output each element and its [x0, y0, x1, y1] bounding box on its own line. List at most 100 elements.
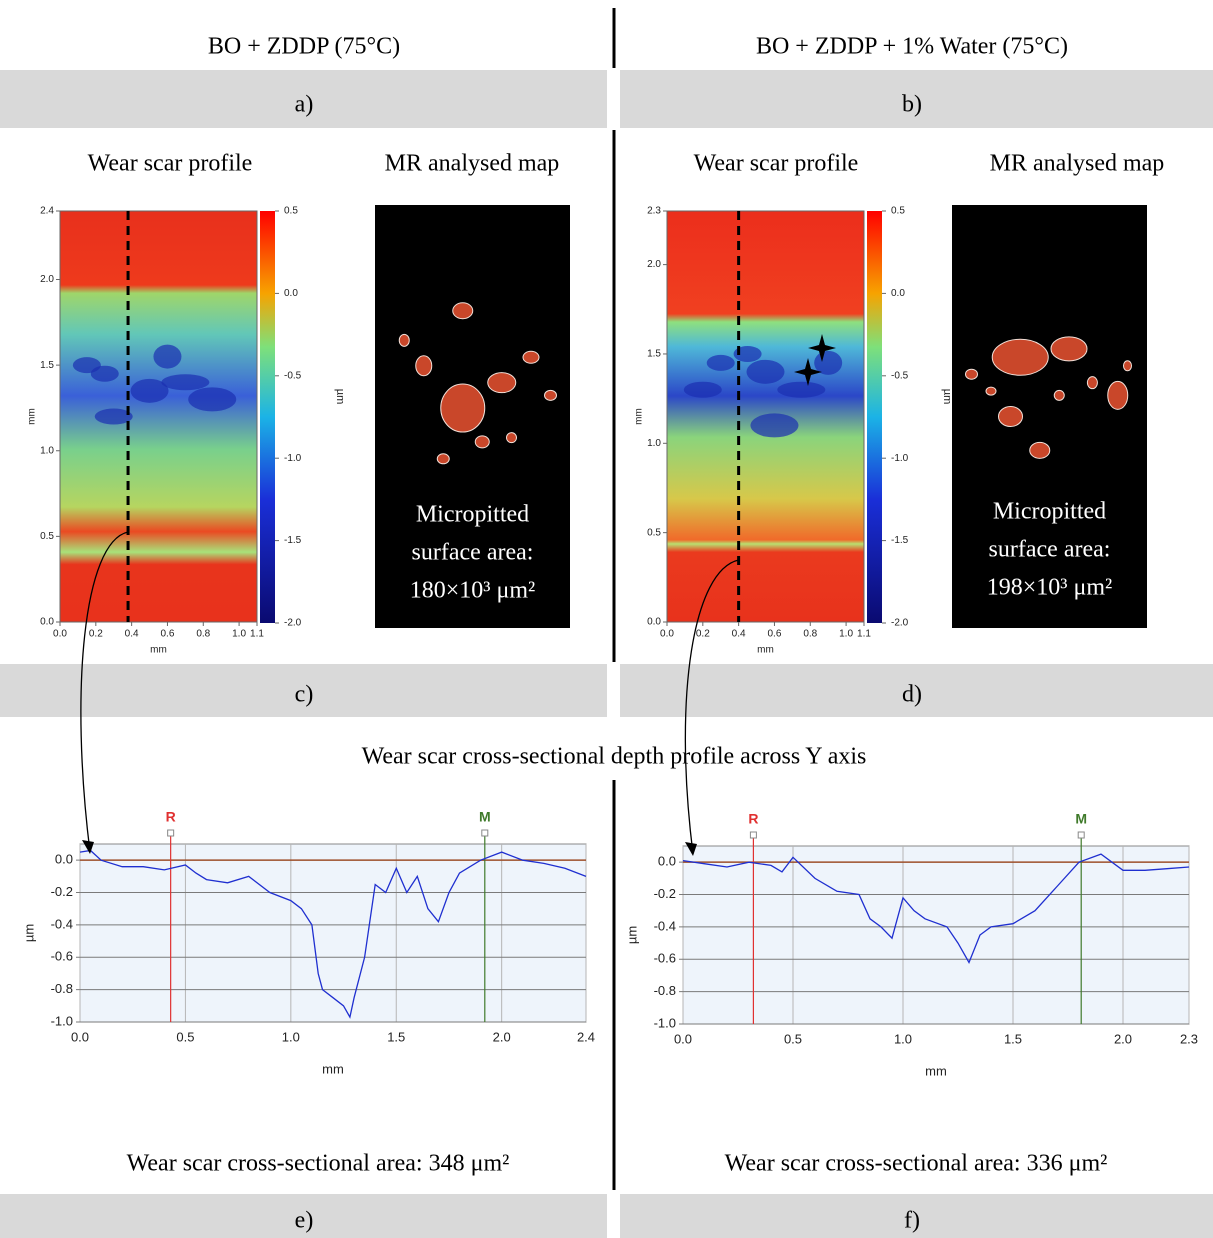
- y-tick-label: -0.4: [654, 918, 676, 933]
- surface-map: [60, 211, 257, 622]
- x-tick-label: 0.5: [176, 1029, 194, 1044]
- y-tick-label: -0.6: [51, 949, 73, 964]
- x-tick-label: 0.6: [161, 629, 175, 640]
- y-tick-label: -0.2: [51, 884, 73, 899]
- panel-title: BO + ZDDP + 1% Water (75°C): [756, 34, 1068, 60]
- mr-map: [952, 205, 1147, 628]
- panel-label: d): [902, 682, 922, 708]
- y-tick-label: 1.0: [647, 438, 661, 449]
- panel-label: e): [295, 1208, 314, 1234]
- subtitle: MR analysed map: [385, 151, 560, 177]
- label-bar: [620, 70, 1213, 128]
- micropit: [965, 368, 978, 380]
- colorbar-tick-label: -0.5: [891, 370, 909, 381]
- cursor-label: R: [166, 809, 176, 825]
- micropit: [436, 453, 450, 465]
- micropit: [415, 355, 433, 377]
- y-tick-label: 2.4: [40, 206, 54, 217]
- x-tick-label: 1.0: [282, 1029, 300, 1044]
- micropit: [452, 302, 474, 320]
- map-text: surface area:: [989, 537, 1111, 563]
- micropit: [1123, 360, 1132, 372]
- subtitle: MR analysed map: [990, 151, 1165, 177]
- micropit: [1053, 389, 1065, 401]
- x-tick-label: 1.5: [1004, 1031, 1022, 1046]
- colorbar-tick-label: -1.5: [284, 535, 302, 546]
- x-axis-label: mm: [757, 645, 774, 656]
- x-tick-label: 0.4: [732, 629, 746, 640]
- y-tick-label: 1.5: [647, 349, 661, 360]
- pit-region: [94, 408, 133, 425]
- micropit: [544, 389, 557, 401]
- map-text: Micropitted: [416, 502, 529, 528]
- y-tick-label: 0.5: [40, 531, 54, 542]
- cursor-handle: [1077, 831, 1085, 839]
- micropit: [1086, 376, 1098, 390]
- cursor-label: M: [479, 809, 491, 825]
- x-tick-label: 1.5: [387, 1029, 405, 1044]
- colorbar-tick-label: 0.5: [891, 206, 905, 217]
- star-marker: [794, 358, 822, 386]
- y-tick-label: -0.8: [654, 983, 676, 998]
- cursor-handle: [481, 829, 489, 837]
- y-tick-label: -1.0: [51, 1013, 73, 1028]
- connector-arrow: [80, 531, 129, 853]
- micropit: [474, 435, 490, 449]
- x-tick-label: 0.0: [71, 1029, 89, 1044]
- colorbar-tick-label: -1.5: [891, 535, 909, 546]
- colorbar-tick-label: -1.0: [891, 453, 909, 464]
- colorbar-tick-label: 0.0: [891, 288, 905, 299]
- x-tick-label: 2.0: [1114, 1031, 1132, 1046]
- x-axis-label: mm: [150, 645, 167, 656]
- y-tick-label: 2.0: [647, 259, 661, 270]
- plot-area: [682, 845, 1190, 1025]
- x-tick-label: 2.4: [577, 1029, 595, 1044]
- x-tick-label: 0.5: [784, 1031, 802, 1046]
- micropit: [998, 406, 1023, 427]
- panel-title: BO + ZDDP (75°C): [208, 34, 400, 60]
- x-tick-label: 1.1: [250, 629, 264, 640]
- area-text: Wear scar cross-sectional area: 348 μm²: [127, 1151, 510, 1177]
- y-tick-label: -0.8: [51, 981, 73, 996]
- y-tick-label: 0.0: [40, 617, 54, 628]
- plot-frame: [59, 210, 258, 623]
- y-tick-label: 0.5: [647, 527, 661, 538]
- y-tick-label: -0.2: [654, 886, 676, 901]
- pit-region: [746, 359, 785, 384]
- colorbar-tick-label: 0.5: [284, 206, 298, 217]
- label-bar: [0, 1194, 607, 1238]
- map-text: 198×10³ μm²: [987, 575, 1112, 601]
- pit-region: [161, 374, 210, 391]
- y-tick-label: 0.0: [55, 852, 73, 867]
- connector-arrow: [684, 559, 739, 855]
- depth-profile: [79, 849, 587, 1019]
- layout: [0, 8, 1213, 1238]
- y-tick-label: 1.0: [40, 445, 54, 456]
- micropit: [1029, 441, 1051, 459]
- x-tick-label: 1.0: [894, 1031, 912, 1046]
- micropit: [522, 350, 540, 364]
- pit-region: [130, 378, 169, 403]
- micropit: [991, 338, 1049, 376]
- y-tick-label: -1.0: [654, 1015, 676, 1030]
- pit-region: [683, 381, 722, 398]
- x-tick-label: 0.6: [768, 629, 782, 640]
- colorbar-tick-label: -2.0: [891, 618, 909, 629]
- x-tick-label: 1.0: [839, 629, 853, 640]
- pit-region: [750, 413, 799, 438]
- section-title: Wear scar cross-sectional depth profile …: [362, 744, 867, 770]
- panel-label: a): [295, 92, 314, 118]
- y-tick-label: 1.5: [40, 360, 54, 371]
- y-axis-label: µm: [624, 926, 639, 944]
- plot-area: [79, 843, 587, 1023]
- x-axis-label: mm: [925, 1063, 947, 1078]
- star-marker: [808, 334, 836, 362]
- micropit: [985, 386, 997, 396]
- pit-region: [153, 344, 182, 369]
- label-bar: [620, 1194, 1213, 1238]
- x-tick-label: 1.1: [857, 629, 871, 640]
- label-bar: [0, 70, 607, 128]
- pit-region: [188, 387, 237, 412]
- map-text: Micropitted: [993, 499, 1106, 525]
- pit-region: [72, 357, 101, 374]
